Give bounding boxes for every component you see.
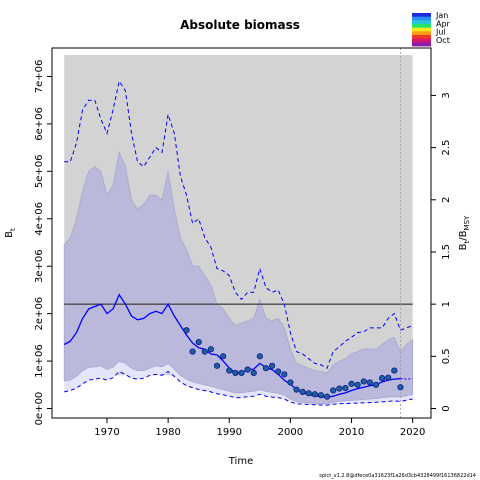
legend-label: Apr <box>436 19 451 28</box>
x-tick-label: 2000 <box>278 427 303 438</box>
observation-point <box>201 348 208 355</box>
y2-tick-label: 0.5 <box>441 348 452 364</box>
legend-color-band <box>412 31 431 36</box>
y-axis-label-main: B <box>4 231 15 238</box>
legend-color-band <box>412 20 431 25</box>
y-tick-label: 1e+06 <box>34 344 45 378</box>
observation-point <box>391 367 398 374</box>
y-tick-label: 6e+06 <box>34 107 45 141</box>
legend-color-band <box>412 42 431 47</box>
observation-point <box>262 365 270 372</box>
observation-point <box>385 374 392 381</box>
legend-color-band <box>412 24 431 29</box>
lower-ci-line <box>64 370 413 406</box>
legend-label: Oct <box>436 36 450 45</box>
observation-point <box>238 369 245 377</box>
footer-version: spict_v1.2.8@dfece0a31623f1a26d3cb432849… <box>319 473 476 479</box>
y2-axis-label-sub1: t <box>463 240 471 243</box>
observation-point <box>275 368 282 375</box>
observation-point <box>336 385 343 392</box>
legend-label: Jul <box>435 28 446 37</box>
lower-ci-band <box>64 361 413 406</box>
y-tick-label: 4e+06 <box>34 202 45 236</box>
observation-point <box>183 327 190 334</box>
y2-axis-label-sub2: MSY <box>463 215 471 230</box>
y-axis-right: 0 0.5 1 1.5 2 2.5 3 <box>431 92 452 412</box>
legend-label: Jan <box>435 11 448 20</box>
y2-tick-label: 2 <box>441 197 452 203</box>
observation-point <box>287 379 294 386</box>
y-tick-label: 3e+06 <box>34 249 45 283</box>
plot-area <box>63 48 414 418</box>
legend-color-band <box>412 38 431 43</box>
observation-point <box>323 393 331 400</box>
y2-axis-label-main: B <box>458 243 469 250</box>
upper-ci-line <box>64 79 413 369</box>
observation-point <box>232 369 239 377</box>
observation-point <box>311 391 318 398</box>
observation-point <box>213 362 221 369</box>
observation-point <box>256 353 263 360</box>
observation-point <box>220 353 227 360</box>
x-tick-label: 2010 <box>339 427 364 438</box>
observation-point <box>366 379 373 386</box>
svg-text:Bt/BMSY: Bt/BMSY <box>458 215 471 250</box>
x-axis-label: Time <box>228 456 253 467</box>
observation-point <box>250 369 257 377</box>
y2-tick-label: 3 <box>441 92 452 98</box>
observation-point <box>299 388 306 396</box>
observation-point <box>342 385 349 392</box>
x-tick-label: 1990 <box>217 427 242 438</box>
plot-frame <box>51 47 432 419</box>
observation-point <box>317 392 325 399</box>
y2-axis-label-sep: /B <box>458 230 469 240</box>
x-axis: 1970 1980 1990 2000 2010 2020 <box>94 418 425 438</box>
y2-tick-label: 1 <box>441 301 452 307</box>
x-tick-label: 1970 <box>94 427 119 438</box>
observation-point <box>372 381 380 388</box>
y2-tick-label: 1.5 <box>441 244 452 260</box>
svg-text:Bt: Bt <box>4 228 17 238</box>
observation-point <box>207 346 215 353</box>
y-tick-label: 5e+06 <box>34 155 45 189</box>
legend-color-band <box>412 27 431 32</box>
observation-point <box>189 348 196 355</box>
legend-color-band <box>412 16 431 21</box>
legend-color-band <box>412 13 431 18</box>
chart-title: Absolute biomass <box>180 18 300 32</box>
observation-point <box>360 378 367 385</box>
y2-tick-label: 2.5 <box>441 140 452 156</box>
x-tick-label: 1980 <box>155 427 180 438</box>
y-tick-label: 0e+00 <box>34 392 45 426</box>
observation-point <box>348 380 355 387</box>
ci-band <box>63 151 414 405</box>
observation-point <box>378 375 386 382</box>
observation-point <box>293 386 300 393</box>
observation-point <box>268 362 276 369</box>
y-axis-label: Bt <box>4 228 17 238</box>
x-tick-label: 2020 <box>400 427 425 438</box>
observation-point <box>305 390 312 397</box>
observation-point <box>354 381 361 388</box>
observation-point <box>281 371 288 378</box>
observation-point <box>397 384 404 391</box>
observation-point <box>330 387 337 394</box>
y2-axis-label: Bt/BMSY <box>458 215 471 250</box>
y-tick-label: 2e+06 <box>34 297 45 331</box>
y-axis-left: 0e+00 1e+06 2e+06 3e+06 4e+06 5e+06 6e+06 7e+06 <box>34 60 52 426</box>
legend-color-band <box>412 35 431 40</box>
y-tick-label: 7e+06 <box>34 60 45 94</box>
observation-point <box>195 339 202 346</box>
y-axis-label-sub: t <box>9 228 17 231</box>
observation-point <box>226 367 233 374</box>
observation-point <box>244 366 251 373</box>
y2-tick-label: 0 <box>441 405 452 411</box>
